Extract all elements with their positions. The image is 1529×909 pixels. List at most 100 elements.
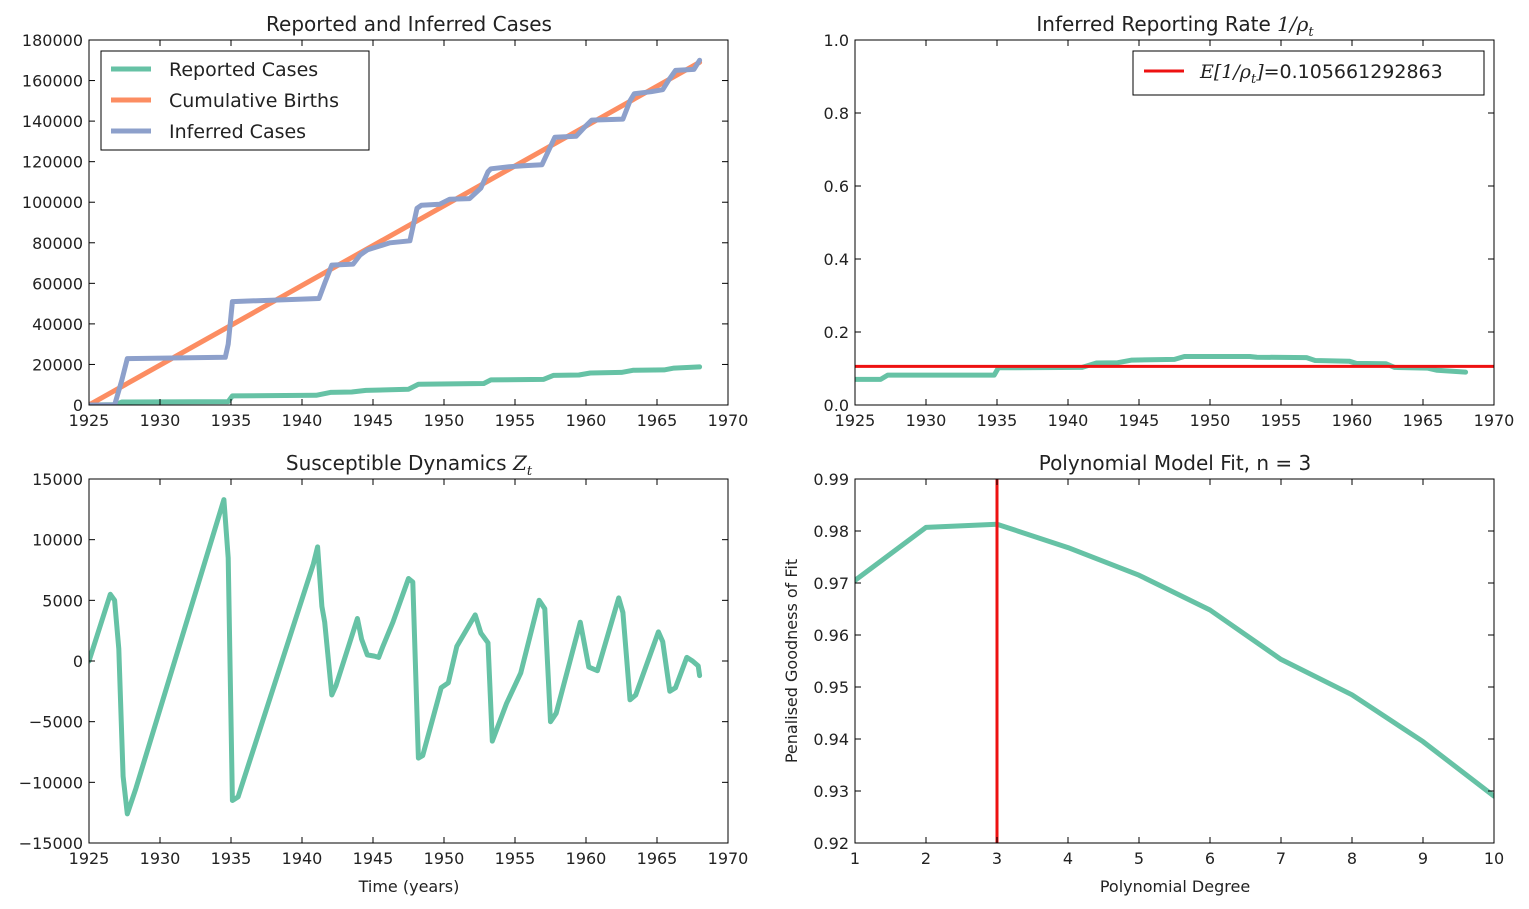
legend-value: 0.105661292863: [1280, 61, 1443, 83]
y-tick-label: 100000: [22, 193, 83, 212]
y-tick-label: −10000: [19, 773, 83, 792]
x-tick-label: 1965: [637, 849, 678, 868]
x-tick-label: 1965: [1403, 411, 1444, 430]
x-axis-label: Polynomial Degree: [1100, 877, 1250, 896]
chart-title: Reported and Inferred Cases: [266, 12, 552, 36]
chart-title: Inferred Reporting Rate 1/ρt: [1036, 12, 1314, 40]
plot-area: 1925 1930 1935 1940 1945 1950 1955 1960 1965 1970…: [824, 31, 1515, 430]
legend: Reported Cases Cumulative Births Inferre…: [100, 50, 370, 151]
chart-title: Polynomial Model Fit, n = 3: [1039, 451, 1312, 475]
legend-label-births: Cumulative Births: [169, 90, 339, 112]
legend-label-mean: E[1/ρt]=0.105661292863: [1199, 61, 1443, 87]
x-tick-label: 1930: [140, 411, 181, 430]
legend-math-b: ]=: [1255, 61, 1279, 83]
y-tick-label: 0.98: [813, 522, 849, 541]
y-tick-label: 40000: [32, 315, 83, 334]
chart-title-math-sub: t: [1308, 25, 1314, 40]
x-tick-label: 1925: [69, 849, 110, 868]
y-axis-label: Penalised Goodness of Fit: [782, 559, 801, 763]
x-tick-label: 1960: [566, 411, 607, 430]
y-tick-label: 0.94: [813, 730, 849, 749]
x-tick-label: 1970: [708, 849, 749, 868]
series-line-reported-cases: [89, 364, 703, 405]
axes-frame: [88, 478, 729, 844]
axes-frame: [88, 39, 729, 406]
x-tick-label: 1940: [1048, 411, 1089, 430]
x-tick-label: 1930: [906, 411, 947, 430]
x-tick-label: 1955: [495, 849, 536, 868]
y-tick-label: 20000: [32, 355, 83, 374]
y-tick-label: 180000: [22, 31, 83, 50]
x-tick-label: 9: [1418, 849, 1428, 868]
legend-label-reported: Reported Cases: [169, 59, 318, 81]
x-tick-label: 1925: [835, 411, 876, 430]
axes-frame: [854, 478, 1495, 844]
x-tick-label: 7: [1276, 849, 1286, 868]
plot-area: 1925 1930 1935 1940 1945 1950 1955 1960 1965 1970…: [22, 31, 748, 430]
y-tick-label: 0.0: [824, 396, 849, 415]
x-tick-label: 1940: [282, 849, 323, 868]
x-tick-label: 10: [1484, 849, 1504, 868]
y-tick-label: 0.99: [813, 470, 849, 489]
x-tick-label: 1955: [495, 411, 536, 430]
y-tick-label: 160000: [22, 72, 83, 91]
x-tick-label: 1960: [566, 849, 607, 868]
series-line-0: [855, 521, 1494, 799]
y-tick-label: 0: [73, 652, 83, 671]
x-tick-label: 1935: [977, 411, 1018, 430]
x-tick-label: 1950: [1190, 411, 1231, 430]
y-tick-label: 10000: [32, 531, 83, 550]
x-tick-label: 1950: [424, 411, 465, 430]
x-tick-label: 6: [1205, 849, 1215, 868]
chart-title-text: Inferred Reporting Rate: [1036, 12, 1270, 36]
x-tick-label: 1930: [140, 849, 181, 868]
x-tick-label: 1970: [708, 411, 749, 430]
series-group: [855, 354, 1494, 382]
y-tick-label: −5000: [29, 713, 83, 732]
x-tick-label: 1935: [211, 411, 252, 430]
panel-reported-inferred-cases: Reported and Inferred Cases 1925 1930 1935…: [22, 12, 748, 430]
y-tick-label: 15000: [32, 470, 83, 489]
y-tick-label: 0: [73, 396, 83, 415]
x-tick-label: 1970: [1474, 411, 1515, 430]
x-tick-label: 1945: [1119, 411, 1160, 430]
legend: E[1/ρt]=0.105661292863: [1132, 50, 1485, 96]
x-tick-label: 3: [992, 849, 1002, 868]
x-axis-label: Time (years): [358, 877, 460, 896]
y-tick-label: 60000: [32, 274, 83, 293]
x-tick-label: 5: [1134, 849, 1144, 868]
y-tick-label: 120000: [22, 153, 83, 172]
y-tick-label: 1.0: [824, 31, 849, 50]
series-line-0: [89, 497, 703, 817]
legend-label-inferred: Inferred Cases: [169, 121, 306, 143]
legend-box: [1132, 50, 1485, 96]
panel-inferred-reporting-rate: Inferred Reporting Rate 1/ρt 1925 1930 193…: [824, 12, 1515, 430]
x-tick-label: 4: [1063, 849, 1073, 868]
x-tick-label: 1955: [1261, 411, 1302, 430]
y-tick-label: 0.8: [824, 104, 849, 123]
x-tick-label: 1: [850, 849, 860, 868]
y-tick-label: 0.96: [813, 626, 849, 645]
x-tick-label: 1965: [637, 411, 678, 430]
series-group: [89, 57, 703, 405]
series-line-0: [855, 354, 1469, 382]
y-tick-label: 80000: [32, 234, 83, 253]
x-tick-label: 1940: [282, 411, 323, 430]
x-tick-label: 1935: [211, 849, 252, 868]
x-tick-label: 1960: [1332, 411, 1373, 430]
x-tick-label: 2: [921, 849, 931, 868]
series-group: [855, 479, 1494, 843]
legend-math-a: E[1/ρ: [1199, 61, 1252, 83]
y-tick-label: 0.97: [813, 574, 849, 593]
x-tick-label: 1925: [69, 411, 110, 430]
panel-polynomial-model-fit: Polynomial Model Fit, n = 3 1 2 3 4 5 6 7 8 9 10 0…: [782, 451, 1504, 896]
y-tick-label: 140000: [22, 112, 83, 131]
y-tick-label: 0.4: [824, 250, 849, 269]
y-tick-label: 0.2: [824, 323, 849, 342]
x-tick-label: 1945: [353, 411, 394, 430]
y-tick-label: 0.6: [824, 177, 849, 196]
chart-title-text: Susceptible Dynamics: [286, 451, 507, 475]
series-line-inferred-cases: [89, 57, 703, 405]
y-tick-label: −15000: [19, 834, 83, 853]
